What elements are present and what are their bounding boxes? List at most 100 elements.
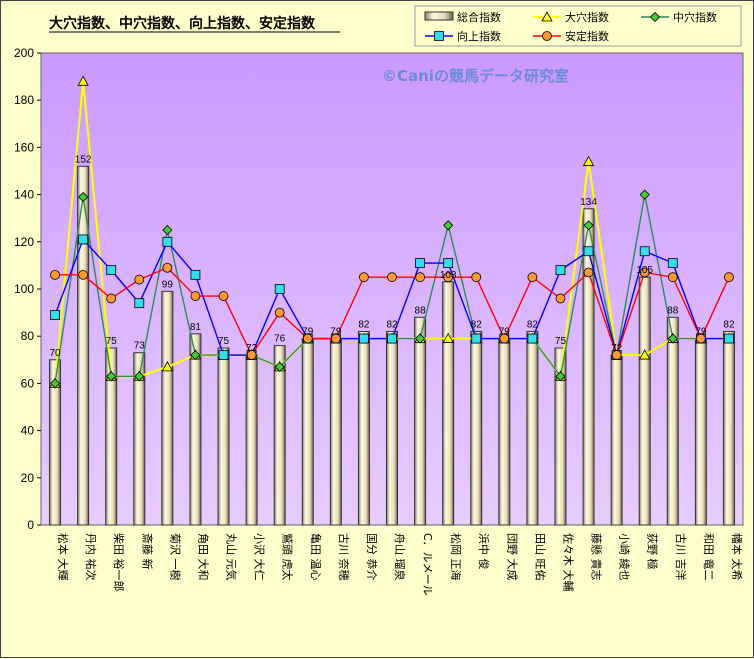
- data-labels: 70 152 75 73 99 81 75 72 76 79 79 82 82 88 103 82 79 82 75…: [49, 154, 734, 359]
- point-marker: [542, 31, 552, 41]
- bar: [582, 208, 595, 526]
- data-label: 82: [527, 319, 539, 330]
- point-marker: [639, 189, 650, 200]
- point-marker: [724, 272, 734, 283]
- bar: [133, 352, 146, 526]
- data-label: 103: [440, 270, 457, 281]
- x-tick-label: 佐々木 大輔: [561, 533, 575, 592]
- bar: [273, 345, 286, 526]
- line-series: [49, 75, 735, 389]
- data-label: 99: [162, 279, 174, 290]
- point-marker: [274, 284, 285, 294]
- data-label: 76: [274, 334, 286, 345]
- data-label: 75: [106, 336, 118, 347]
- x-tick-label: 団野 大成: [505, 533, 519, 581]
- point-marker: [387, 333, 397, 344]
- point-marker: [78, 269, 89, 280]
- data-label: 79: [695, 327, 707, 338]
- point-marker: [359, 333, 369, 344]
- point-marker: [134, 274, 145, 285]
- bar: [442, 281, 455, 526]
- bar: [49, 359, 62, 526]
- legend-swatch: [424, 11, 454, 21]
- data-label: 72: [611, 343, 623, 354]
- point-marker: [190, 269, 201, 280]
- data-label: 88: [415, 305, 427, 316]
- x-tick-label: 藤懸 貴志: [590, 533, 604, 581]
- point-marker: [555, 265, 566, 276]
- point-marker: [49, 378, 61, 389]
- x-tick-label: 小沢 大仁: [253, 533, 267, 581]
- point-marker: [471, 333, 482, 344]
- y-axis: 0 20 40 60 80 100 120 140 160 180 200: [14, 46, 41, 532]
- x-tick-label: 古川 奈穂: [337, 533, 351, 581]
- data-label: 73: [134, 341, 146, 352]
- point-marker: [443, 258, 454, 268]
- point-marker: [443, 220, 454, 231]
- point-marker: [442, 332, 454, 343]
- bar: [329, 338, 342, 526]
- point-marker: [541, 11, 553, 22]
- chart-title: 大穴指数、中穴指数、向上指数、安定指数: [49, 15, 316, 32]
- x-tick-label: 荻野 極: [646, 533, 660, 570]
- y-tick-label: 80: [21, 329, 35, 343]
- legend-label: 総合指数: [457, 10, 501, 24]
- point-marker: [667, 333, 678, 344]
- data-label: 72: [246, 343, 258, 354]
- x-tick-label: 国分 恭介: [365, 533, 378, 581]
- x-tick-label: 小崎 綾也: [618, 533, 632, 581]
- point-marker: [302, 333, 313, 344]
- point-marker: [649, 11, 661, 23]
- x-tick-label: 幡本 太希: [730, 533, 744, 581]
- x-tick-label: 舟山 瑠泉: [393, 533, 407, 581]
- bar: [498, 338, 511, 526]
- point-marker: [639, 349, 651, 360]
- bar-series: [49, 165, 735, 526]
- legend-label: 大穴指数: [565, 10, 609, 24]
- point-marker: [162, 262, 173, 273]
- point-marker: [190, 350, 201, 361]
- point-marker: [527, 272, 538, 283]
- bar: [161, 290, 174, 526]
- bar: [301, 338, 314, 526]
- bar: [357, 330, 370, 526]
- point-marker: [499, 333, 510, 344]
- point-marker: [695, 333, 706, 344]
- point-marker: [583, 246, 594, 257]
- data-label: 82: [471, 319, 483, 330]
- data-label: 79: [499, 327, 511, 338]
- x-tick-label: 菊沢 一樹: [168, 533, 182, 581]
- point-marker: [77, 75, 89, 86]
- point-marker: [387, 272, 397, 283]
- point-marker: [218, 350, 229, 360]
- x-tick-label: 浜中 俊: [477, 533, 491, 570]
- bar: [722, 330, 735, 526]
- data-label: 82: [386, 319, 398, 330]
- point-marker: [106, 265, 117, 276]
- point-marker: [582, 155, 595, 166]
- y-tick-label: 140: [14, 188, 34, 202]
- legend-box: [414, 5, 742, 47]
- category-labels: 松本 大輝 丹内 祐次 柴田 裕一郎 斎藤 新菊沢 一樹 角田 大和 丸山 元気 小沢 大仁…: [56, 533, 744, 596]
- x-tick-label: 亀田 温心: [309, 533, 323, 581]
- point-marker: [106, 371, 117, 382]
- legend-label: 安定指数: [565, 29, 609, 43]
- point-marker: [415, 333, 426, 344]
- y-tick-label: 160: [14, 140, 34, 154]
- x-tick-label: 角田 大和: [196, 533, 210, 581]
- point-marker: [50, 310, 60, 320]
- point-marker: [667, 258, 678, 268]
- point-marker: [639, 246, 650, 257]
- y-tick-label: 60: [21, 376, 35, 390]
- bar: [77, 165, 90, 526]
- y-tick-label: 0: [27, 518, 34, 532]
- x-tick-label: 斎藤 新: [140, 533, 154, 570]
- point-marker: [246, 350, 257, 360]
- point-marker: [359, 272, 369, 283]
- point-marker: [415, 272, 425, 283]
- point-marker: [274, 307, 285, 318]
- data-label: 134: [580, 197, 597, 208]
- bar: [414, 316, 427, 526]
